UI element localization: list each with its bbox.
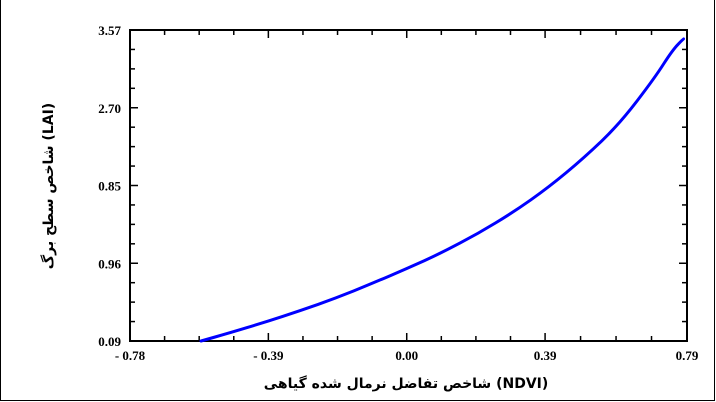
y-tick-label: 0.09 [98, 334, 121, 349]
x-tick-label: - 0.39 [253, 348, 284, 363]
y-tick-label: 0.85 [98, 179, 121, 194]
x-axis-title: شاخص تفاضل نرمال شده گیاهی (NDVI) [264, 375, 549, 392]
y-axis-tick-labels: 0.09 0.96 0.85 2.70 3.57 [98, 23, 121, 349]
y-axis-title: شاخص سطح برگ (LAI) [40, 103, 57, 269]
plot-area [129, 29, 688, 342]
series-line [199, 37, 685, 343]
y-tick-label: 3.57 [98, 23, 121, 38]
axis-ticks [129, 30, 688, 342]
x-tick-label: - 0.78 [115, 348, 146, 363]
x-tick-label: 0.79 [676, 348, 699, 363]
x-tick-label: 0.00 [395, 348, 418, 363]
y-tick-label: 2.70 [98, 101, 121, 116]
y-tick-label: 0.96 [98, 256, 121, 271]
x-axis-tick-labels: - 0.78 - 0.39 0.00 0.39 0.79 [115, 348, 699, 363]
x-tick-label: 0.39 [534, 348, 557, 363]
